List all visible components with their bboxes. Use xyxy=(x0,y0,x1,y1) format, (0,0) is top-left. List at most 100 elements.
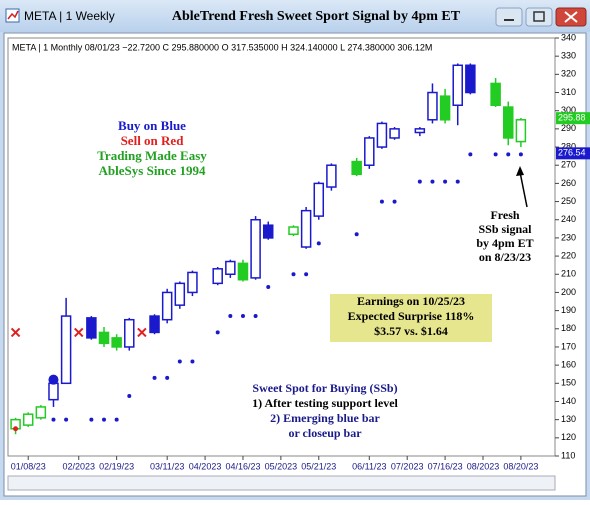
ssb-dot xyxy=(127,394,132,399)
ssb-dot xyxy=(89,417,94,422)
candle-body xyxy=(35,406,47,419)
candle-body xyxy=(149,315,160,334)
candle-body xyxy=(452,64,463,106)
candle-body xyxy=(161,291,173,321)
candle-body xyxy=(225,260,236,276)
y-tick-label: 230 xyxy=(561,232,576,242)
candle-body xyxy=(427,91,438,121)
candle-body xyxy=(414,128,426,134)
y-tick-label: 170 xyxy=(561,341,576,351)
fresh-note: SSb signal xyxy=(478,222,532,236)
sweet-note: 1) After testing support level xyxy=(252,396,398,410)
candle-body xyxy=(237,262,249,281)
x-tick-label: 07/2023 xyxy=(391,461,424,471)
candle-body xyxy=(22,413,34,426)
candle-body xyxy=(515,119,527,143)
plot-area xyxy=(7,37,556,457)
scrollbar[interactable] xyxy=(7,475,556,491)
y-tick-label: 330 xyxy=(561,51,576,61)
ssb-dot xyxy=(417,179,422,184)
ssb-dot xyxy=(64,417,69,422)
legend-lines: Buy on Blue xyxy=(118,118,186,133)
legend-lines: AbleSys Since 1994 xyxy=(99,163,206,178)
fresh-note: on 8/23/23 xyxy=(479,250,531,264)
fresh-note: Fresh xyxy=(490,208,519,222)
x-tick-label: 08/20/23 xyxy=(503,461,538,471)
price-label: 295.88 xyxy=(558,113,586,123)
ssb-dot xyxy=(177,359,182,364)
signal-dot xyxy=(48,374,59,385)
ssb-dot xyxy=(240,314,245,319)
ssb-dot xyxy=(379,199,384,204)
ssb-dot xyxy=(51,417,56,422)
candle-body xyxy=(288,226,299,236)
candle-body xyxy=(60,315,72,385)
y-tick-label: 340 xyxy=(561,32,576,42)
ssb-dot xyxy=(493,152,498,157)
ssb-dot xyxy=(266,284,271,289)
x-tick-label: 04/16/23 xyxy=(225,461,260,471)
candle-body xyxy=(250,218,261,279)
y-tick-label: 260 xyxy=(561,178,576,188)
legend-lines: Sell on Red xyxy=(121,133,185,148)
ssb-dot xyxy=(443,179,448,184)
ssb-dot xyxy=(316,241,321,246)
y-tick-label: 180 xyxy=(561,323,576,333)
x-tick-label: 08/2023 xyxy=(467,461,500,471)
y-tick-label: 130 xyxy=(561,414,576,424)
price-label-box xyxy=(556,112,590,125)
candle-body xyxy=(98,331,110,345)
ssb-dot xyxy=(392,199,397,204)
x-tick-label: 03/11/23 xyxy=(150,461,184,471)
ssb-dot xyxy=(165,375,170,380)
fresh-note: by 4pm ET xyxy=(476,236,533,250)
minimize-button[interactable] xyxy=(495,7,523,27)
ssb-dot xyxy=(102,417,107,422)
y-tick-label: 150 xyxy=(561,378,576,388)
candle-body xyxy=(503,106,514,139)
x-tick-label: 05/21/23 xyxy=(301,461,336,471)
x-tick-label: 07/16/23 xyxy=(428,461,463,471)
x-tick-label: 04/2023 xyxy=(189,461,222,471)
ssb-dot xyxy=(190,359,195,364)
signal-dot xyxy=(13,426,19,432)
ssb-dot xyxy=(506,152,511,157)
window-buttons[interactable] xyxy=(495,7,587,27)
candle-body xyxy=(111,337,122,348)
sweet-note: 2) Emerging blue bar xyxy=(270,411,380,425)
x-tick-label: 06/11/23 xyxy=(352,461,386,471)
ssb-dot xyxy=(291,272,296,277)
y-tick-label: 280 xyxy=(561,141,576,151)
sell-mark xyxy=(137,327,147,338)
candle-body xyxy=(326,164,337,188)
maximize-glyph xyxy=(533,11,545,22)
maximize-button[interactable] xyxy=(525,7,553,27)
sweet-note: or closeup bar xyxy=(288,426,362,440)
ssb-dot xyxy=(215,330,220,335)
y-tick-label: 120 xyxy=(561,432,576,442)
arrow-head xyxy=(516,166,524,176)
y-tick-label: 110 xyxy=(561,450,575,460)
arrow-shaft xyxy=(519,171,528,208)
candle-body xyxy=(212,268,223,285)
price-label: 276.54 xyxy=(558,148,586,158)
x-tick-label: 05/2023 xyxy=(265,461,298,471)
title-bar xyxy=(0,0,590,32)
close-glyph xyxy=(564,11,578,23)
x-tick-label: 02/2023 xyxy=(62,461,95,471)
earnings-note: Earnings on 10/25/23 xyxy=(357,294,465,308)
x-tick-label: 01/08/23 xyxy=(11,461,46,471)
y-tick-label: 220 xyxy=(561,250,576,260)
ssb-dot xyxy=(430,179,435,184)
y-tick-label: 310 xyxy=(561,87,576,97)
sweet-note: Sweet Spot for Buying (SSb) xyxy=(252,381,397,395)
sell-mark xyxy=(10,327,21,338)
ssb-dot xyxy=(152,375,157,380)
ssb-dot xyxy=(468,152,473,157)
candle-body xyxy=(351,160,362,176)
ssb-dot xyxy=(114,417,119,422)
candle-body xyxy=(48,382,59,401)
y-tick-label: 210 xyxy=(561,269,576,279)
